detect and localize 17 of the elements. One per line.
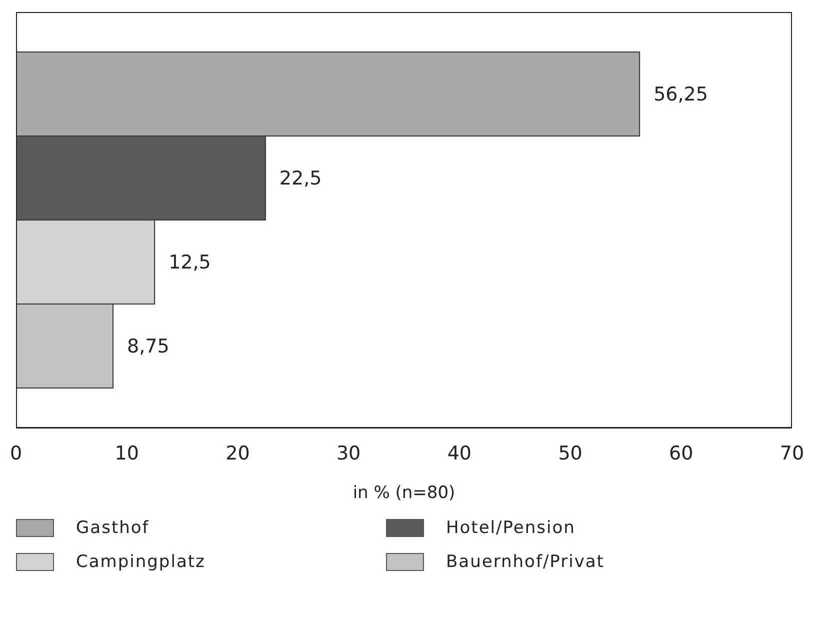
- data-label: 12,5: [168, 252, 211, 274]
- data-label: 22,5: [279, 168, 322, 190]
- x-tick-label: 50: [558, 442, 582, 464]
- legend-label: Campingplatz: [76, 552, 206, 572]
- x-tick-label: 0: [10, 442, 22, 464]
- x-tick-label: 60: [669, 442, 694, 464]
- legend-label: Bauernhof/Privat: [446, 552, 604, 572]
- x-tick-label: 40: [447, 442, 472, 464]
- legend-label: Hotel/Pension: [446, 518, 576, 538]
- x-tick-label: 20: [226, 442, 250, 464]
- legend-label: Gasthof: [76, 518, 150, 538]
- data-label: 56,25: [654, 84, 708, 106]
- x-tick-label: 30: [336, 442, 361, 464]
- x-axis-title: in % (n=80): [352, 483, 456, 503]
- data-label: 8,75: [127, 336, 170, 358]
- x-tick-label: 10: [114, 442, 139, 464]
- x-tick-label: 70: [780, 442, 804, 464]
